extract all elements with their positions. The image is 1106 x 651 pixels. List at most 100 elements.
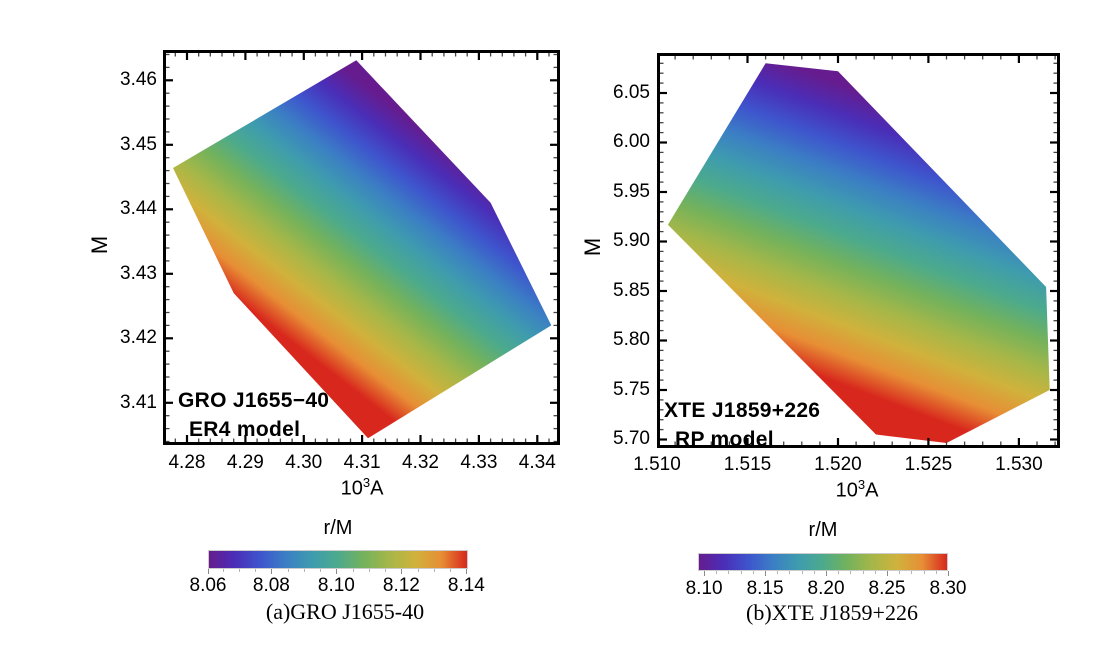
colorbar-tick [765,571,767,576]
y-axis-label: M [87,235,112,255]
colorbar-tick-label: 8.12 [382,575,420,596]
colorbar-tick [271,569,273,574]
colorbar-tick-label: 8.25 [868,578,906,599]
colorbar-tick [740,571,742,574]
annotation-source-name: XTE J1859+226 [664,399,821,422]
colorbar-tick [789,571,791,574]
axis-ticks [657,53,1057,445]
x-tick-label: 1.525 [904,454,953,475]
colorbar-tick-label: 8.30 [929,578,967,599]
y-tick-label: 3.46 [120,69,157,91]
colorbar-tick [352,569,354,572]
y-tick-label: 3.44 [120,198,157,220]
x-tick-label: 4.30 [285,452,323,473]
colorbar-tick [320,569,322,572]
colorbar-tick-label: 8.10 [685,578,723,599]
plot-area-b [657,53,1060,448]
colorbar-tick [401,569,403,574]
colorbar-tick [935,571,937,574]
colorbar-tick [874,571,876,574]
colorbar-tick [303,569,305,572]
colorbar [698,553,948,571]
colorbar-tick [813,571,815,574]
shaded-data-region [667,63,1050,444]
plot-area-a [163,50,560,445]
colorbar-tick-label: 8.10 [317,575,355,596]
x-axis-label: 103A [836,477,879,503]
x-tick-label: 4.34 [518,452,556,473]
y-tick-label: 3.41 [120,391,157,413]
colorbar-tick [336,569,338,574]
colorbar-tick-label: 8.15 [746,578,784,599]
x-axis-label-suffix: A [865,479,879,502]
colorbar-tick [887,571,889,576]
colorbar-tick [466,569,468,574]
caption: (b)XTE J1859+226 [746,600,918,625]
y-tick-label: 6.05 [613,81,650,103]
annotation-source-name: GRO J1655−40 [178,389,330,412]
x-tick-label: 1.530 [995,454,1043,475]
colorbar-tick [838,571,840,574]
colorbar-tick [777,571,779,574]
x-tick-label: 1.515 [723,454,772,475]
x-axis-label-suffix: A [370,477,384,500]
y-tick-label: 6.00 [613,131,650,153]
colorbar-tick [238,569,240,572]
x-tick-label: 1.510 [633,454,681,475]
plot-frame [657,53,1060,448]
annotation-source-model: GRO J1655−40 ER4 model [178,386,329,444]
colorbar-tick [911,571,913,574]
colorbar-tick [433,569,435,572]
x-tick-label: 4.29 [226,452,264,473]
colorbar-title: r/M [808,519,838,541]
colorbar-tick [704,571,706,576]
colorbar-tick [208,569,209,574]
shaded-data-region [173,60,552,439]
annotation-model-name: RP model [675,428,774,451]
x-axis-label-base: 10 [835,479,858,502]
colorbar-tick-label: 8.08 [252,575,290,596]
colorbar-tick [948,571,949,576]
colorbar-tick [850,571,852,574]
colorbar-tick [222,569,224,572]
colorbar-tick [716,571,718,574]
colorbar-tick-label: 8.14 [447,575,485,596]
y-tick-label: 3.43 [120,262,157,284]
colorbar-tick [862,571,864,574]
y-tick-label: 5.85 [613,279,650,301]
x-tick-label: 1.520 [814,454,862,475]
plot-frame [163,50,560,445]
y-tick-label: 5.95 [613,180,650,202]
annotation-model-name: ER4 model [189,418,301,441]
colorbar-tick [287,569,289,572]
colorbar-tick [826,571,828,576]
colorbar-tick-label: 8.06 [189,575,227,596]
axis-ticks [163,53,557,443]
colorbar-title: r/M [323,517,353,539]
colorbar-tick [728,571,730,574]
y-tick-label: 5.90 [613,230,650,252]
x-tick-label: 4.28 [168,452,206,473]
colorbar-tick [899,571,901,574]
x-axis-label-base: 10 [340,477,363,500]
x-axis-label-exponent: 3 [362,475,371,490]
x-axis-label-exponent: 3 [857,477,866,492]
colorbar-tick [255,569,257,572]
caption: (a)GRO J1655-40 [265,599,425,624]
x-tick-label: 4.31 [343,452,381,473]
x-tick-label: 4.33 [460,452,498,473]
colorbar-tick [450,569,452,572]
y-tick-label: 3.45 [120,133,157,155]
y-tick-label: 5.70 [613,428,650,450]
colorbar-tick-label: 8.20 [807,578,845,599]
colorbar-tick [368,569,370,572]
y-tick-label: 5.75 [613,378,650,400]
x-tick-label: 4.32 [402,452,440,473]
colorbar-tick [801,571,803,574]
colorbar-tick [923,571,925,574]
y-tick-label: 3.42 [120,327,157,349]
colorbar-tick [752,571,754,574]
x-axis-label: 103A [341,475,384,501]
colorbar-tick [417,569,419,572]
